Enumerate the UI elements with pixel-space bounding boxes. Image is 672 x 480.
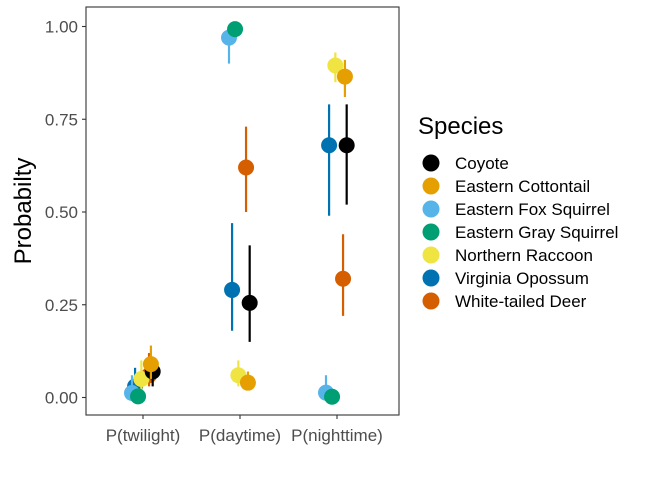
x-tick-label: P(daytime): [199, 426, 281, 445]
legend: Species Coyote Eastern Cottontail Eastern …: [418, 113, 618, 311]
y-tick-label: 1.00: [45, 18, 78, 37]
legend-label: White-tailed Deer: [455, 292, 587, 311]
y-axis-title: Probabilty: [10, 158, 37, 265]
data-point: [336, 68, 353, 85]
legend-label: Eastern Fox Squirrel: [455, 200, 610, 219]
data-point: [327, 57, 344, 74]
legend-label: Virginia Opossum: [455, 269, 589, 288]
data-point: [335, 270, 352, 287]
data-point: [133, 370, 150, 387]
data-point: [241, 294, 258, 311]
x-tick-label: P(nighttime): [291, 426, 383, 445]
data-point: [338, 137, 355, 154]
legend-swatch: [422, 246, 440, 264]
data-point: [224, 281, 241, 298]
y-tick-label: 0.00: [45, 389, 78, 408]
y-tick-label: 0.25: [45, 296, 78, 315]
y-axis: 0.00 0.25 0.50 0.75 1.00: [45, 18, 86, 408]
legend-label: Eastern Cottontail: [455, 177, 590, 196]
data-point: [321, 137, 338, 154]
plot-marks: [124, 21, 355, 405]
legend-label: Coyote: [455, 154, 509, 173]
data-point: [238, 159, 255, 176]
legend-label: Northern Raccoon: [455, 246, 593, 265]
x-axis: P(twilight) P(daytime) P(nighttime): [106, 7, 383, 445]
data-point: [239, 374, 256, 391]
y-tick-label: 0.50: [45, 203, 78, 222]
legend-swatch: [422, 200, 440, 218]
data-point: [324, 388, 341, 405]
y-tick-label: 0.75: [45, 110, 78, 129]
legend-swatch: [422, 292, 440, 310]
legend-swatch: [422, 269, 440, 287]
legend-swatch: [422, 223, 440, 241]
data-point: [227, 21, 244, 38]
legend-title: Species: [418, 113, 503, 140]
legend-swatch: [422, 154, 440, 172]
data-point: [130, 388, 147, 405]
legend-swatch: [422, 177, 440, 195]
data-point: [142, 356, 159, 373]
x-tick-label: P(twilight): [106, 426, 181, 445]
legend-label: Eastern Gray Squirrel: [455, 223, 618, 242]
plot-panel-border: [85, 6, 400, 416]
